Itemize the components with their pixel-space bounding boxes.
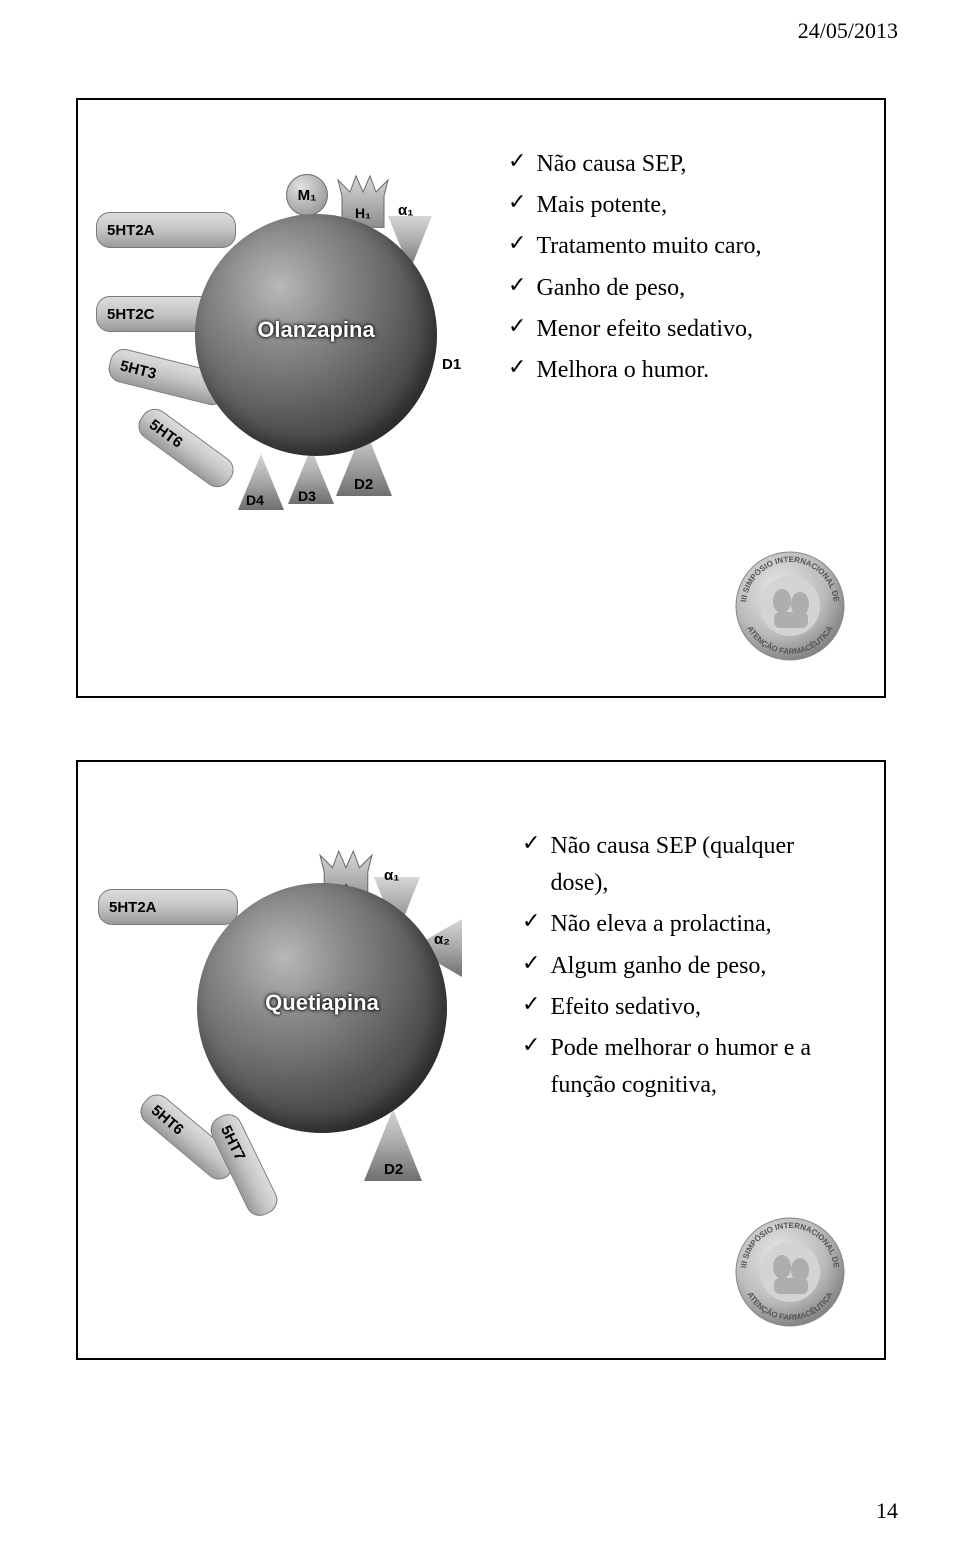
receptor-label: D4 [246,492,264,508]
check-icon: ✓ [508,311,526,342]
fact-text: Melhora o humor. [536,352,709,389]
receptor-diagram-quetiapina: 5HT2A 5HT6 5HT7 H₁ α₁ [102,827,502,1197]
list-item: ✓ Efeito sedativo, [522,989,852,1026]
fact-text: Ganho de peso, [536,270,685,307]
event-badge-icon: III SIMPÓSIO INTERNACIONAL DE ATENÇÃO FA… [730,1212,850,1332]
drug-sphere: Olanzapina [195,214,437,456]
fact-text: Pode melhorar o humor e a função cogniti… [550,1030,852,1104]
receptor-label: 5HT2A [107,222,155,239]
receptor-label: D2 [354,476,373,493]
receptor-label: α₁ [384,867,399,884]
fact-text: Efeito sedativo, [550,989,701,1026]
check-icon: ✓ [522,1030,540,1061]
facts-list-quetiapina: ✓ Não causa SEP (qualquer dose), ✓ Não ele… [522,828,852,1108]
list-item: ✓ Não eleva a prolactina, [522,906,852,943]
fact-text: Mais potente, [536,187,667,224]
list-item: ✓ Melhora o humor. [508,352,762,389]
receptor-label: 5HT6 [148,1102,187,1139]
list-item: ✓ Tratamento muito caro, [508,228,762,265]
list-item: ✓ Não causa SEP (qualquer dose), [522,828,852,902]
drug-name-label: Quetiapina [265,990,379,1016]
list-item: ✓ Pode melhorar o humor e a função cognit… [522,1030,852,1104]
facts-list-olanzapina: ✓ Não causa SEP, ✓ Mais potente, ✓ Tratamen… [508,146,762,393]
slide-quetiapina: 5HT2A 5HT6 5HT7 H₁ α₁ [76,760,886,1360]
event-badge-icon: III SIMPÓSIO INTERNACIONAL DE ATENÇÃO FA… [730,546,850,666]
fact-text: Não eleva a prolactina, [550,906,771,943]
slide-olanzapina: 5HT2A 5HT2C 5HT3 5HT6 M₁ [76,98,886,698]
check-icon: ✓ [508,146,526,177]
receptor-label: 5HT7 [218,1123,249,1163]
check-icon: ✓ [522,989,540,1020]
fact-text: Não causa SEP (qualquer dose), [550,828,852,902]
list-item: ✓ Menor efeito sedativo, [508,311,762,348]
receptor-label: 5HT2C [107,306,155,323]
receptor-label: D3 [298,488,316,504]
receptor-tab-5ht2a: 5HT2A [96,212,236,248]
drug-sphere: Quetiapina [197,883,447,1133]
receptor-label: D2 [384,1161,403,1178]
receptor-diagram-olanzapina: 5HT2A 5HT2C 5HT3 5HT6 M₁ [100,144,500,504]
list-item: ✓ Mais potente, [508,187,762,224]
receptor-label: α₁ [398,202,413,219]
check-icon: ✓ [522,906,540,937]
check-icon: ✓ [508,352,526,383]
check-icon: ✓ [522,828,540,859]
receptor-tab-5ht6: 5HT6 [133,403,239,492]
list-item: ✓ Algum ganho de peso, [522,948,852,985]
check-icon: ✓ [508,187,526,218]
check-icon: ✓ [508,228,526,259]
drug-name-label: Olanzapina [257,317,374,343]
receptor-label: 5HT3 [118,357,158,382]
page-date: 24/05/2013 [798,18,898,44]
fact-text: Tratamento muito caro, [536,228,761,265]
fact-text: Menor efeito sedativo, [536,311,753,348]
list-item: ✓ Ganho de peso, [508,270,762,307]
receptor-label: M₁ [298,187,317,204]
receptor-label: 5HT6 [146,416,186,451]
fact-text: Não causa SEP, [536,146,686,183]
receptor-tab-5ht2a: 5HT2A [98,889,238,925]
check-icon: ✓ [508,270,526,301]
list-item: ✓ Não causa SEP, [508,146,762,183]
receptor-label: 5HT2A [109,899,157,916]
check-icon: ✓ [522,948,540,979]
receptor-label: H₁ [355,205,371,221]
page-number: 14 [876,1498,898,1524]
fact-text: Algum ganho de peso, [550,948,766,985]
receptor-circle-m1: M₁ [286,174,328,216]
receptor-label: α₂ [434,931,450,948]
receptor-label-d1: D1 [442,356,461,373]
